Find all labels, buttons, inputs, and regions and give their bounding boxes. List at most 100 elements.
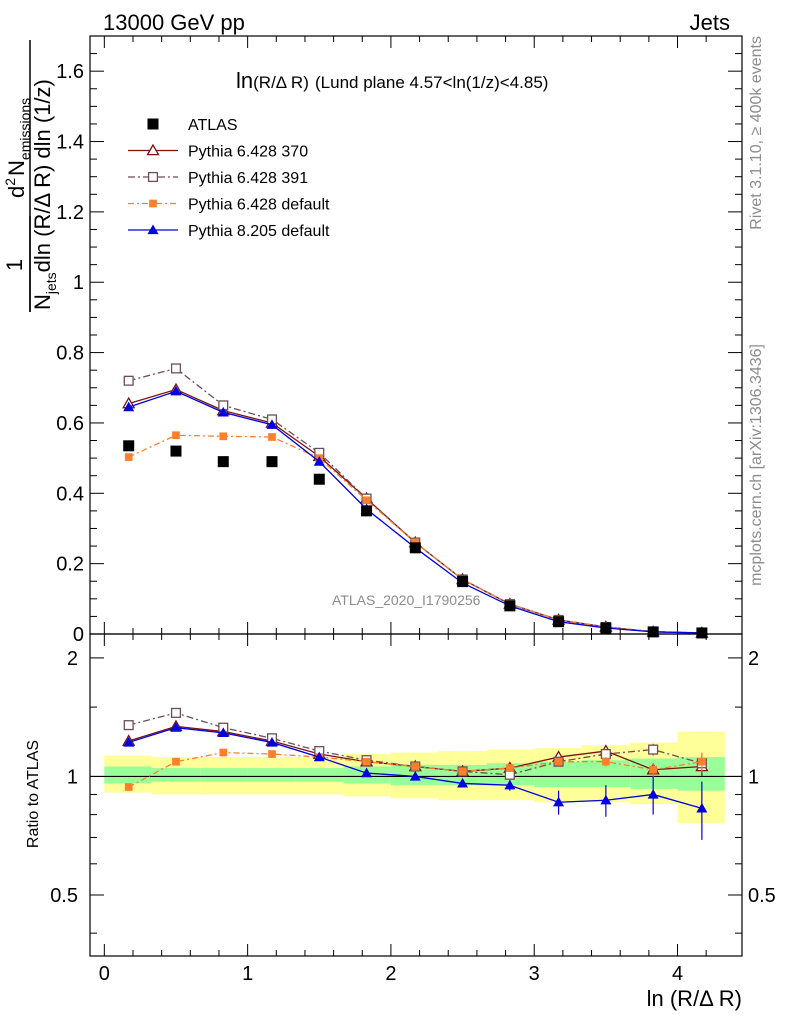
- ratio-point-p8: [647, 788, 659, 799]
- ylabel-den-rest: dln (R/Δ R) dln (1/z): [30, 79, 55, 272]
- ratio-point-p6def: [602, 757, 610, 766]
- ratio-point-p6def: [698, 757, 706, 766]
- plot-title-range: (Lund plane 4.57<ln(1/z)<4.85): [315, 73, 548, 92]
- ylabel-one: 1: [2, 259, 27, 271]
- y-tick-label: 1.4: [56, 132, 84, 154]
- legend-label-p8: Pythia 8.205 default: [188, 223, 330, 240]
- ratio-point-p6def: [124, 783, 133, 791]
- ratio-point-p8: [696, 802, 708, 813]
- ratio-point-p6def: [362, 757, 371, 766]
- data-point-atlas: [266, 456, 278, 468]
- ratio-point-p6def: [506, 764, 514, 772]
- ylabel-n: N: [4, 160, 29, 176]
- ylabel-sup: 2: [2, 178, 18, 186]
- point-p6def: [268, 433, 276, 441]
- ratio-point-p6def: [649, 765, 658, 774]
- ratio-point-p8: [409, 770, 421, 781]
- plot-title-arg: (R/Δ R): [253, 73, 309, 92]
- data-point-atlas: [170, 445, 182, 457]
- ratio-point-p391: [123, 720, 134, 731]
- point-p6def: [124, 453, 133, 461]
- ratio-point-p8: [217, 727, 229, 738]
- data-point-atlas: [504, 600, 516, 612]
- point-p8: [313, 456, 325, 466]
- point-p8: [170, 385, 182, 396]
- category-label: Jets: [690, 10, 730, 35]
- data-point-atlas: [361, 505, 373, 517]
- data-point-atlas: [409, 542, 421, 554]
- ratio-y-tick-label: 2: [67, 648, 78, 670]
- x-tick-label: 0: [99, 963, 110, 985]
- ratio-series: [122, 707, 709, 840]
- legend-label-atlas: ATLAS: [188, 117, 238, 134]
- ratio-point-p8: [313, 751, 325, 762]
- ylabel-n-den-sub: jets: [43, 272, 59, 295]
- ratio-y-tick-label-right: 0.5: [748, 885, 776, 907]
- ylabel-numerator: d2 Nemissions: [2, 98, 33, 198]
- point-p8: [217, 406, 229, 417]
- ylabel-denominator: Njetsdln (R/Δ R) dln (1/z): [30, 79, 59, 310]
- data-point-atlas: [647, 626, 659, 638]
- data-point-atlas: [696, 627, 708, 639]
- analysis-watermark: ATLAS_2020_I1790256: [332, 592, 481, 608]
- point-p8: [266, 419, 278, 429]
- ratio-point-p8: [504, 779, 516, 790]
- y-tick-label: 1.6: [56, 61, 84, 83]
- ratio-y-tick-label-right: 2: [748, 648, 759, 670]
- band-inner: [151, 768, 201, 782]
- band-inner: [247, 768, 295, 782]
- point-p8: [123, 401, 135, 412]
- legend-marker-p8: [147, 224, 159, 235]
- ylabel-d: d: [4, 186, 29, 198]
- ratio-point-p8: [123, 736, 135, 747]
- ratio-frame: [89, 633, 743, 957]
- plot-title-ln: ln: [236, 68, 253, 93]
- y-tick-label: 1: [73, 272, 84, 294]
- ratio-point-p8: [266, 736, 278, 747]
- xlabel: ln (R/Δ R): [647, 986, 742, 1011]
- y-tick-label: 0: [73, 624, 84, 646]
- point-p6def: [362, 496, 371, 505]
- legend-label-p6def: Pythia 6.428 default: [188, 197, 330, 214]
- data-point-atlas: [313, 473, 325, 485]
- ylabel-n-den: N: [30, 294, 55, 310]
- ratio-y-tick-label: 0.5: [50, 885, 78, 907]
- band-inner: [294, 768, 344, 782]
- ratio-point-p8: [457, 777, 469, 788]
- main-ylabel: 1 d2 Nemissions Njetsdln (R/Δ R) dln (1/z…: [2, 40, 59, 312]
- energy-label: 13000 GeV pp: [103, 10, 245, 35]
- legend-label-p391: Pythia 6.428 391: [188, 170, 308, 187]
- ratio-point-p6def: [268, 750, 276, 758]
- ratio-point-p6def: [411, 762, 420, 771]
- point-p391: [123, 375, 134, 386]
- ratio-point-p6def: [172, 757, 180, 766]
- ylabel-n-sub: emissions: [17, 98, 33, 160]
- plot-title: ln(R/Δ R) (Lund plane 4.57<ln(1/z)<4.85): [236, 68, 548, 93]
- band-inner: [200, 768, 248, 782]
- y-tick-label: 0.4: [56, 483, 84, 505]
- data-point-atlas: [553, 616, 565, 628]
- point-p391: [170, 363, 182, 374]
- y-tick-label: 0.6: [56, 413, 84, 435]
- x-tick-label: 1: [242, 963, 253, 985]
- x-tick-label: 4: [672, 963, 683, 985]
- legend-marker-p391: [147, 171, 159, 183]
- data-point-atlas: [600, 622, 612, 634]
- y-tick-label: 0.8: [56, 343, 84, 365]
- ratio-point-p8: [170, 722, 182, 732]
- legend-marker-p370: [146, 143, 160, 156]
- ratio-point-p8: [361, 767, 373, 778]
- ratio-point-p391: [648, 744, 659, 755]
- band-inner: [104, 766, 152, 784]
- y-tick-label: 1.2: [56, 202, 84, 224]
- ratio-ylabel: Ratio to ATLAS: [25, 740, 42, 848]
- ratio-axes: 0 1 2 3 4 0.5 0.5 1 1 2 2: [50, 633, 776, 985]
- legend-marker-p6def: [149, 199, 157, 208]
- data-point-atlas: [457, 575, 469, 587]
- mcplots-label: mcplots.cern.ch [arXiv:1306.3436]: [748, 344, 765, 586]
- legend-label-p370: Pythia 6.428 370: [188, 144, 308, 161]
- ratio-y-tick-label-right: 1: [748, 766, 759, 788]
- y-tick-label: 0.2: [56, 554, 84, 576]
- main-series: [122, 363, 709, 639]
